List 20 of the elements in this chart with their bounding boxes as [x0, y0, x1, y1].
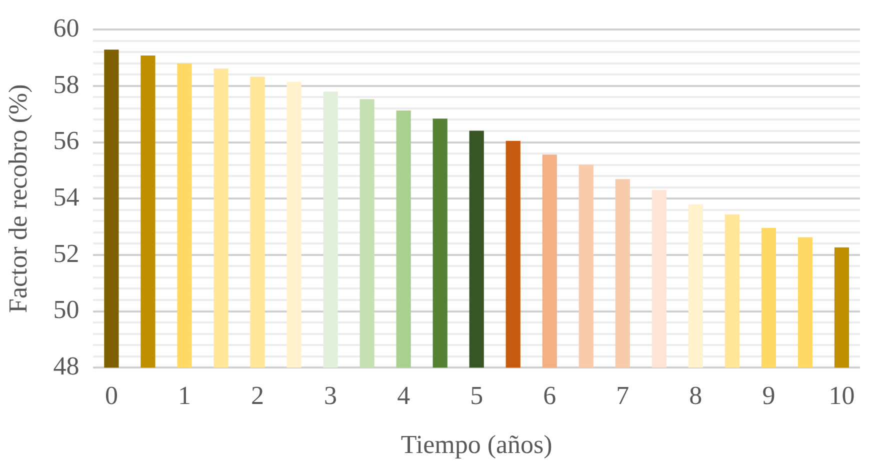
- x-tick-label: 7: [616, 381, 630, 410]
- y-axis-title: Factor de recobro (%): [3, 84, 32, 314]
- x-tick-label: 5: [470, 381, 484, 410]
- x-tick-label: 4: [397, 381, 410, 410]
- x-tick-label: 1: [178, 381, 191, 410]
- x-tick-label: 0: [104, 381, 118, 410]
- x-tick-label: 10: [828, 381, 855, 410]
- y-tick-label: 56: [53, 126, 80, 156]
- x-tick-label: 2: [251, 381, 264, 410]
- y-tick-label: 58: [53, 70, 80, 99]
- y-tick-label: 52: [53, 238, 80, 268]
- x-tick-label: 3: [324, 381, 338, 410]
- y-tick-label: 48: [53, 351, 80, 380]
- x-axis-title: Tiempo (años): [400, 430, 552, 460]
- x-tick-label: 9: [762, 381, 776, 410]
- x-tick-label: 8: [689, 381, 702, 410]
- y-tick-label: 50: [53, 295, 80, 324]
- y-tick-label: 60: [53, 13, 80, 42]
- x-tick-label: 6: [543, 381, 556, 410]
- y-tick-label: 54: [53, 182, 80, 212]
